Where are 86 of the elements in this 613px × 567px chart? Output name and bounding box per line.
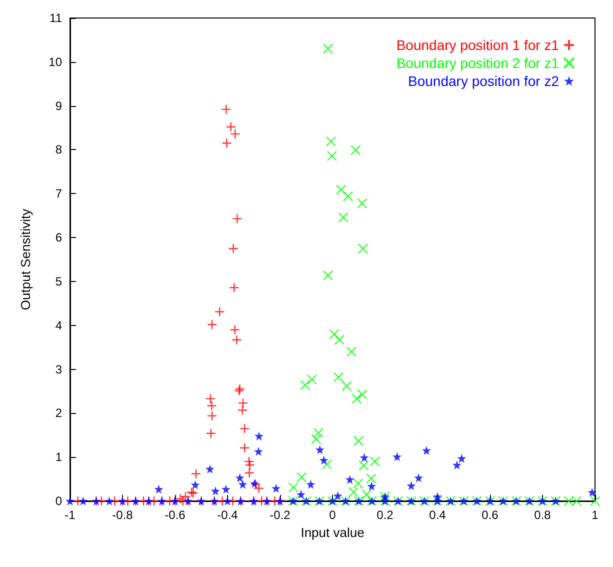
y-tick-label: 5 <box>55 274 62 288</box>
point <box>358 460 369 471</box>
x-tick-label: -0.6 <box>164 508 186 522</box>
y-tick-label: 0 <box>55 494 62 508</box>
point <box>350 145 361 156</box>
point <box>334 334 344 345</box>
point <box>362 489 372 500</box>
point <box>244 460 255 470</box>
point <box>311 434 322 444</box>
y-tick-label: 3 <box>55 362 62 376</box>
point <box>205 394 216 404</box>
point <box>346 346 356 357</box>
y-tick-label: 6 <box>55 230 62 245</box>
point <box>300 380 310 390</box>
point <box>244 456 254 467</box>
point <box>296 472 307 482</box>
point <box>352 394 362 404</box>
point <box>288 482 298 492</box>
y-tick-label: 1 <box>55 450 62 464</box>
point <box>366 474 376 484</box>
point <box>206 400 217 411</box>
x-tick-label: 1 <box>592 508 599 522</box>
point <box>336 184 346 195</box>
x-tick-label: 0.4 <box>429 508 446 522</box>
y-tick-label: 4 <box>55 318 62 332</box>
point <box>232 214 242 224</box>
x-tick-label: -0.4 <box>217 508 238 522</box>
point <box>338 212 348 222</box>
point <box>326 150 338 161</box>
point <box>222 138 232 148</box>
point <box>239 423 250 434</box>
y-tick-label: 7 <box>55 186 62 201</box>
point <box>96 496 107 506</box>
point <box>306 374 318 384</box>
point <box>358 243 368 254</box>
point <box>206 428 216 438</box>
y-tick-label: 8 <box>55 142 62 157</box>
legend-label: Boundary position 2 for z1 <box>396 55 560 71</box>
point <box>221 104 232 114</box>
point <box>237 405 248 416</box>
point <box>357 389 368 400</box>
point <box>206 410 218 421</box>
point <box>239 442 250 453</box>
x-tick-label: 0.6 <box>482 508 499 522</box>
point <box>572 496 582 506</box>
x-axis-title: Input value <box>300 524 364 540</box>
point <box>214 306 225 317</box>
point <box>348 487 359 498</box>
point <box>329 329 340 340</box>
point <box>228 243 238 254</box>
point <box>148 496 160 506</box>
point <box>353 436 364 446</box>
y-tick-label: 10 <box>48 54 62 69</box>
x-tick-label: 0.8 <box>534 508 552 522</box>
y-tick-label: 9 <box>55 98 62 113</box>
point <box>232 334 242 345</box>
point <box>342 191 354 202</box>
x-tick-label: 0 <box>329 508 336 522</box>
x-tick-label: 0.2 <box>376 508 394 522</box>
y-tick-label: 2 <box>55 406 62 420</box>
point <box>228 282 240 293</box>
point <box>238 398 248 408</box>
point <box>230 324 240 335</box>
point <box>244 468 254 478</box>
point <box>206 319 218 330</box>
point <box>190 468 202 479</box>
point <box>322 44 334 54</box>
point <box>333 372 344 382</box>
y-axis-title: Output Sensitivity <box>18 208 33 310</box>
point <box>322 270 334 280</box>
legend-label: Boundary position for z2 <box>408 73 560 89</box>
x-tick-label: -0.2 <box>270 508 291 522</box>
point <box>326 136 336 146</box>
point <box>370 456 380 467</box>
point <box>313 428 324 438</box>
y-tick-label: 11 <box>50 11 62 25</box>
point <box>353 478 364 489</box>
legend-label: Boundary position 1 for z1 <box>396 37 560 53</box>
point <box>175 494 186 504</box>
point <box>357 198 368 208</box>
point <box>342 380 352 392</box>
x-tick-label: -1 <box>64 508 76 522</box>
point <box>564 496 574 506</box>
point <box>122 496 133 506</box>
point <box>254 483 264 494</box>
x-tick-label: -0.8 <box>112 508 134 522</box>
